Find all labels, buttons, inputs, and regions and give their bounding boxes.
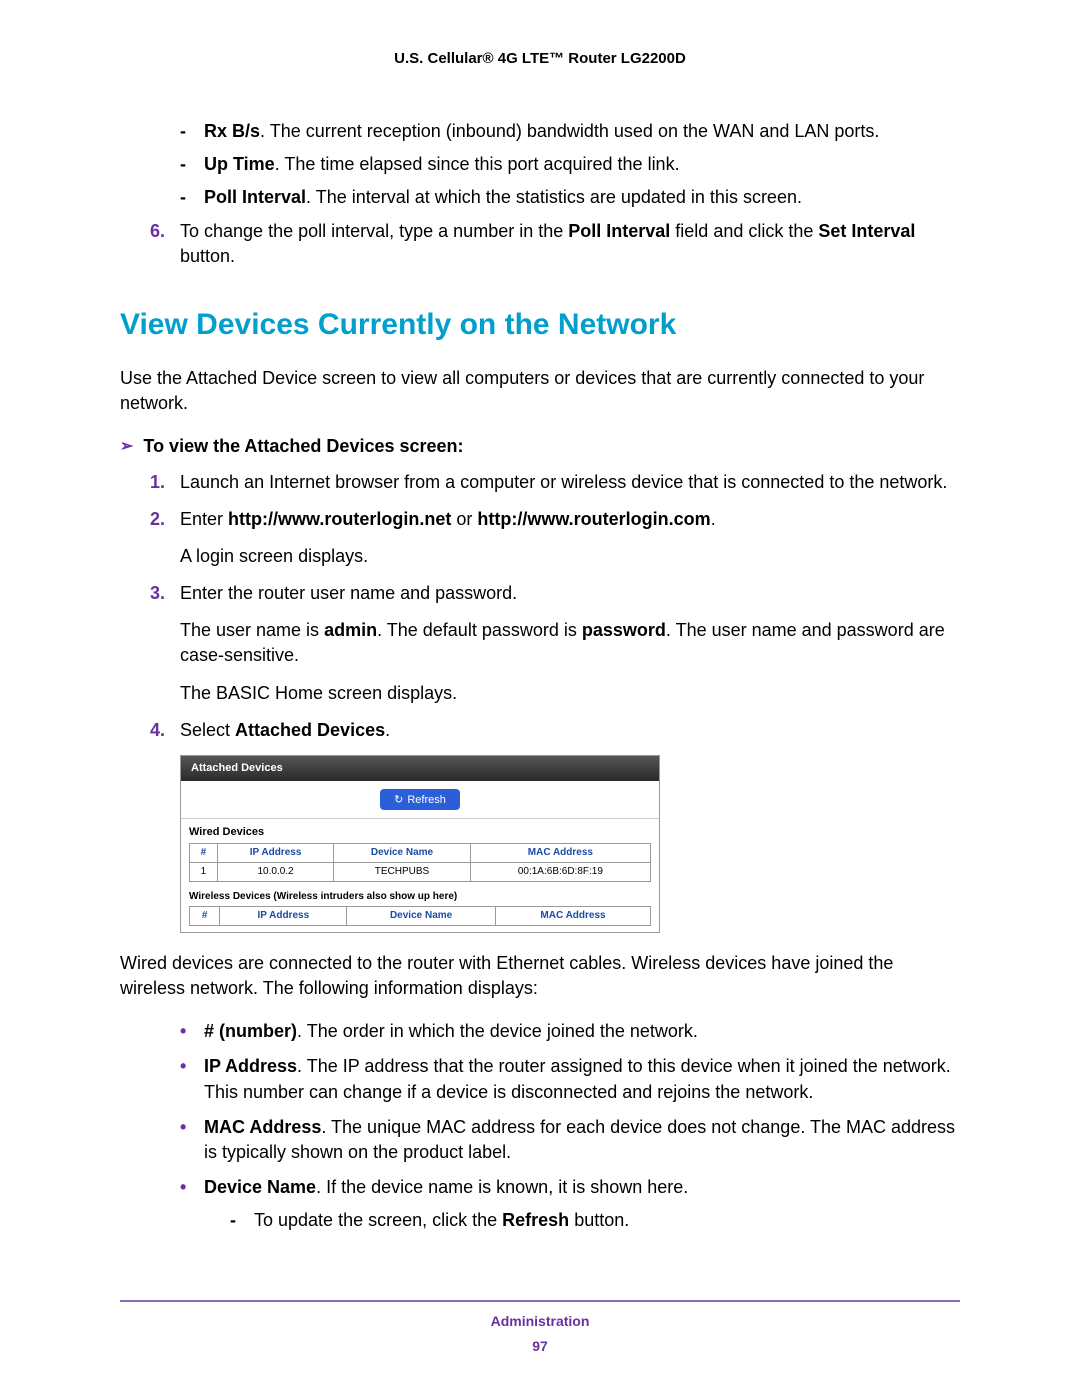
dash-item: Up Time. The time elapsed since this por… — [180, 152, 960, 177]
step-num: 2. — [150, 507, 165, 532]
sub-bold: password — [582, 620, 666, 640]
step-4: 4. Select Attached Devices. — [120, 718, 960, 743]
step-bold: http://www.routerlogin.com — [477, 509, 710, 529]
bullet-item: IP Address. The IP address that the rout… — [180, 1054, 960, 1104]
procedure-heading: ➢ To view the Attached Devices screen: — [120, 434, 960, 459]
step-3: 3. Enter the router user name and passwo… — [120, 581, 960, 706]
info-bullets: # (number). The order in which the devic… — [120, 1019, 960, 1233]
bullet-bold: Device Name — [204, 1177, 316, 1197]
bullet-bold: # (number) — [204, 1021, 297, 1041]
step-text: . — [385, 720, 390, 740]
intro-paragraph: Use the Attached Device screen to view a… — [120, 366, 960, 416]
wired-devices-table: # IP Address Device Name MAC Address 1 1… — [189, 843, 651, 882]
step-sub: The BASIC Home screen displays. — [180, 681, 960, 706]
dash-bold: Poll Interval — [204, 187, 306, 207]
step-bold: Set Interval — [818, 221, 915, 241]
step-text: Enter — [180, 509, 228, 529]
dash-list: Rx B/s. The current reception (inbound) … — [120, 119, 960, 211]
wired-devices-label: Wired Devices — [181, 819, 659, 842]
inner-dash-list: To update the screen, click the Refresh … — [204, 1208, 960, 1233]
dash-bold: Rx B/s — [204, 121, 260, 141]
sub-bold: admin — [324, 620, 377, 640]
bullet-rest: . If the device name is known, it is sho… — [316, 1177, 688, 1197]
after-screenshot-paragraph: Wired devices are connected to the route… — [120, 951, 960, 1001]
sub-text: The user name is — [180, 620, 324, 640]
col-ip: IP Address — [220, 906, 347, 925]
dash-rest: . The time elapsed since this port acqui… — [275, 154, 680, 174]
refresh-button[interactable]: Refresh — [380, 789, 460, 810]
step-bold: Poll Interval — [568, 221, 670, 241]
section-heading: View Devices Currently on the Network — [120, 304, 960, 346]
inner-text: To update the screen, click the — [254, 1210, 502, 1230]
dash-item: Poll Interval. The interval at which the… — [180, 185, 960, 210]
dash-bold: Up Time — [204, 154, 275, 174]
bullet-bold: IP Address — [204, 1056, 297, 1076]
step-text: . — [711, 509, 716, 529]
step-text: Select — [180, 720, 235, 740]
step-bold: http://www.routerlogin.net — [228, 509, 451, 529]
arrow-icon: ➢ — [120, 436, 133, 458]
bullet-bold: MAC Address — [204, 1117, 321, 1137]
footer-rule — [120, 1300, 960, 1302]
dash-rest: . The current reception (inbound) bandwi… — [260, 121, 879, 141]
step-text: Enter the router user name and password. — [180, 583, 517, 603]
step-num: 6. — [150, 219, 165, 244]
col-devname: Device Name — [334, 843, 471, 862]
cell-ip: 10.0.0.2 — [217, 862, 333, 881]
page-footer: Administration 97 — [120, 1300, 960, 1357]
attached-devices-screenshot: Attached Devices Refresh Wired Devices #… — [180, 755, 660, 933]
page-number: 97 — [120, 1337, 960, 1357]
step-num: 3. — [150, 581, 165, 606]
inner-bold: Refresh — [502, 1210, 569, 1230]
procedure-title: To view the Attached Devices screen: — [143, 434, 463, 459]
col-ip: IP Address — [217, 843, 333, 862]
footer-label: Administration — [120, 1312, 960, 1332]
inner-dash-item: To update the screen, click the Refresh … — [230, 1208, 960, 1233]
step-text: field and click the — [670, 221, 818, 241]
step-text: or — [451, 509, 477, 529]
step-text: Launch an Internet browser from a comput… — [180, 472, 947, 492]
step-sub: The user name is admin. The default pass… — [180, 618, 960, 668]
step-num: 4. — [150, 718, 165, 743]
refresh-row: Refresh — [181, 781, 659, 819]
bullet-rest: . The order in which the device joined t… — [297, 1021, 698, 1041]
step-text: To change the poll interval, type a numb… — [180, 221, 568, 241]
inner-text: button. — [569, 1210, 629, 1230]
wireless-devices-label: Wireless Devices (Wireless intruders als… — [181, 888, 659, 906]
dash-item: Rx B/s. The current reception (inbound) … — [180, 119, 960, 144]
wireless-devices-table: # IP Address Device Name MAC Address — [189, 906, 651, 926]
step-6: 6. To change the poll interval, type a n… — [120, 219, 960, 269]
cell-mac: 00:1A:6B:6D:8F:19 — [470, 862, 650, 881]
step-num: 1. — [150, 470, 165, 495]
col-num: # — [190, 843, 218, 862]
col-mac: MAC Address — [496, 906, 651, 925]
sub-text: . The default password is — [377, 620, 582, 640]
col-mac: MAC Address — [470, 843, 650, 862]
bullet-item: MAC Address. The unique MAC address for … — [180, 1115, 960, 1165]
step-bold: Attached Devices — [235, 720, 385, 740]
table-row: 1 10.0.0.2 TECHPUBS 00:1A:6B:6D:8F:19 — [190, 862, 651, 881]
screenshot-titlebar: Attached Devices — [181, 756, 659, 781]
header-title: U.S. Cellular® 4G LTE™ Router LG2200D — [120, 48, 960, 69]
step-1: 1. Launch an Internet browser from a com… — [120, 470, 960, 495]
dash-rest: . The interval at which the statistics a… — [306, 187, 802, 207]
col-num: # — [190, 906, 220, 925]
cell-idx: 1 — [190, 862, 218, 881]
step-2: 2. Enter http://www.routerlogin.net or h… — [120, 507, 960, 569]
step-sub: A login screen displays. — [180, 544, 960, 569]
bullet-rest: . The IP address that the router assigne… — [204, 1056, 951, 1101]
bullet-item: # (number). The order in which the devic… — [180, 1019, 960, 1044]
bullet-item: Device Name. If the device name is known… — [180, 1175, 960, 1233]
cell-name: TECHPUBS — [334, 862, 471, 881]
col-devname: Device Name — [347, 906, 496, 925]
step-text: button. — [180, 246, 235, 266]
procedure-steps: 1. Launch an Internet browser from a com… — [120, 470, 960, 744]
